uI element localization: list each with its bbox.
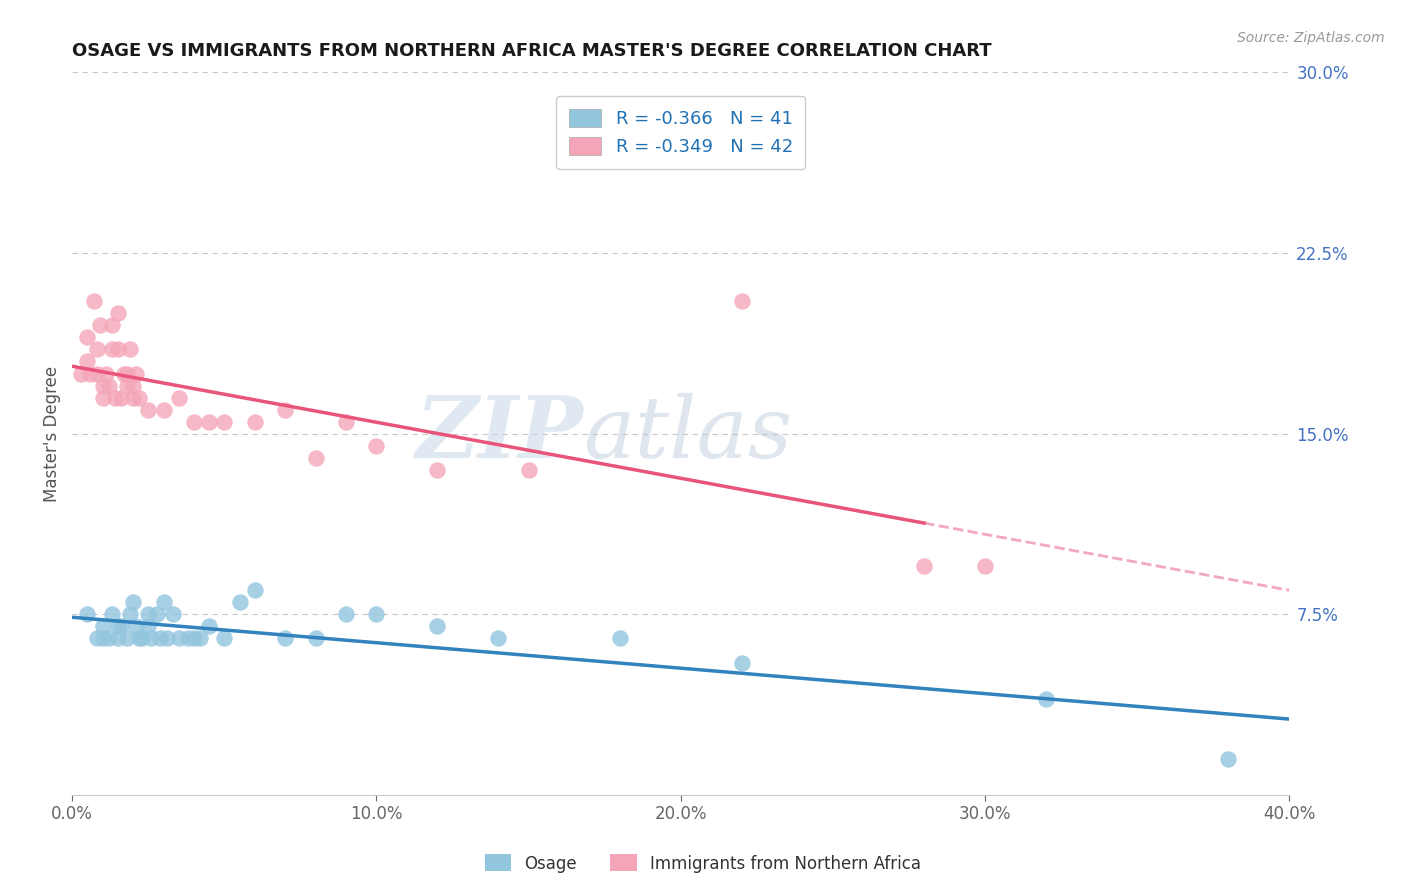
Point <box>118 607 141 622</box>
Point <box>152 402 174 417</box>
Point <box>101 607 124 622</box>
Point <box>86 367 108 381</box>
Point <box>131 632 153 646</box>
Point <box>366 439 388 453</box>
Point <box>335 607 357 622</box>
Point <box>426 463 449 477</box>
Point <box>912 559 935 574</box>
Point <box>118 343 141 357</box>
Point <box>155 632 177 646</box>
Y-axis label: Master's Degree: Master's Degree <box>44 366 60 502</box>
Text: ZIP: ZIP <box>416 392 583 475</box>
Point <box>91 632 114 646</box>
Point <box>125 619 148 633</box>
Point <box>110 391 132 405</box>
Point <box>128 391 150 405</box>
Point <box>86 632 108 646</box>
Text: atlas: atlas <box>583 392 793 475</box>
Point <box>70 367 93 381</box>
Point <box>366 607 388 622</box>
Point <box>97 378 120 392</box>
Point <box>609 632 631 646</box>
Point <box>86 343 108 357</box>
Point <box>107 343 129 357</box>
Point <box>125 367 148 381</box>
Point <box>1218 752 1240 766</box>
Point <box>243 415 266 429</box>
Point <box>335 415 357 429</box>
Point <box>79 367 101 381</box>
Point <box>214 415 236 429</box>
Point <box>76 607 98 622</box>
Point <box>91 619 114 633</box>
Point <box>122 378 145 392</box>
Point <box>188 632 211 646</box>
Point <box>149 632 172 646</box>
Legend: Osage, Immigrants from Northern Africa: Osage, Immigrants from Northern Africa <box>478 847 928 880</box>
Point <box>112 367 135 381</box>
Point <box>128 632 150 646</box>
Point <box>76 354 98 368</box>
Point <box>115 378 138 392</box>
Point <box>104 391 127 405</box>
Point <box>730 656 752 670</box>
Point <box>228 595 250 609</box>
Point <box>101 343 124 357</box>
Point <box>110 619 132 633</box>
Point <box>274 402 297 417</box>
Point <box>115 367 138 381</box>
Point <box>167 632 190 646</box>
Point <box>136 402 159 417</box>
Point <box>141 632 163 646</box>
Point <box>136 607 159 622</box>
Point <box>198 619 221 633</box>
Point <box>974 559 997 574</box>
Point <box>304 450 326 465</box>
Point <box>214 632 236 646</box>
Point <box>101 318 124 333</box>
Point <box>183 632 205 646</box>
Point <box>83 294 105 309</box>
Legend: R = -0.366   N = 41, R = -0.349   N = 42: R = -0.366 N = 41, R = -0.349 N = 42 <box>555 96 806 169</box>
Point <box>198 415 221 429</box>
Point <box>136 619 159 633</box>
Point <box>91 378 114 392</box>
Point <box>304 632 326 646</box>
Point <box>152 595 174 609</box>
Point <box>89 318 111 333</box>
Point <box>730 294 752 309</box>
Point <box>115 632 138 646</box>
Point <box>243 583 266 598</box>
Point <box>76 330 98 344</box>
Point <box>146 607 169 622</box>
Text: OSAGE VS IMMIGRANTS FROM NORTHERN AFRICA MASTER'S DEGREE CORRELATION CHART: OSAGE VS IMMIGRANTS FROM NORTHERN AFRICA… <box>72 42 991 60</box>
Point <box>94 367 117 381</box>
Point <box>177 632 200 646</box>
Point <box>1035 691 1057 706</box>
Point <box>107 632 129 646</box>
Point <box>107 306 129 320</box>
Point <box>122 595 145 609</box>
Point <box>486 632 509 646</box>
Point <box>162 607 184 622</box>
Point <box>107 619 129 633</box>
Text: Source: ZipAtlas.com: Source: ZipAtlas.com <box>1237 31 1385 45</box>
Point <box>426 619 449 633</box>
Point <box>97 632 120 646</box>
Point <box>517 463 540 477</box>
Point <box>122 391 145 405</box>
Point <box>274 632 297 646</box>
Point <box>91 391 114 405</box>
Point <box>167 391 190 405</box>
Point <box>183 415 205 429</box>
